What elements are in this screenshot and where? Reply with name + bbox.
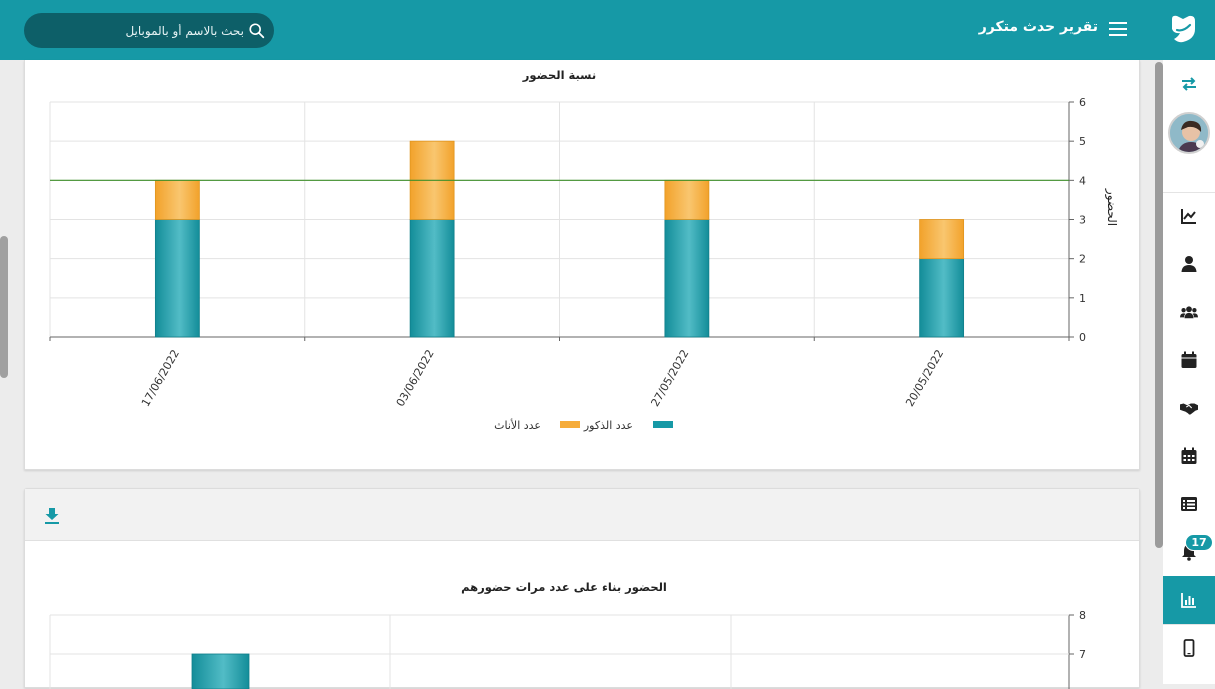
legend-label-male: عدد الذكور bbox=[583, 419, 633, 432]
y-tick-label: 1 bbox=[1079, 292, 1086, 305]
y-tick-label: 8 bbox=[1079, 609, 1086, 622]
y-axis-label: الحضور bbox=[1104, 188, 1119, 226]
attendance-frequency-card: الحضور بناء على عدد مرات حضورهم 8 7 bbox=[24, 488, 1140, 689]
search-input[interactable] bbox=[44, 23, 244, 38]
search-box[interactable] bbox=[24, 13, 274, 48]
search-icon bbox=[249, 22, 265, 38]
avatar-image bbox=[1170, 114, 1208, 152]
sidebar-divider bbox=[1163, 192, 1215, 193]
sidebar-item-list[interactable] bbox=[1163, 480, 1215, 528]
y-tick-label: 4 bbox=[1079, 174, 1086, 187]
sidebar-item-events[interactable] bbox=[1163, 336, 1215, 384]
app-logo-icon[interactable] bbox=[1168, 13, 1198, 45]
x-tick-label: 03/06/2022 bbox=[394, 347, 437, 408]
notification-badge: 17 bbox=[1185, 534, 1213, 551]
attendance-frequency-chart: الحضور بناء على عدد مرات حضورهم 8 7 bbox=[49, 580, 1086, 689]
attendance-chart: نسبة الحضور 0 1 2 3 4 5 6 17/06/2022 03/06/2022 27… bbox=[49, 68, 1119, 432]
list-icon bbox=[1181, 497, 1197, 511]
download-icon[interactable] bbox=[44, 507, 60, 525]
legend-swatch-female bbox=[560, 421, 580, 428]
top-bar: تقرير حدث متكرر bbox=[0, 0, 1215, 60]
sidebar-item-partners[interactable] bbox=[1163, 384, 1215, 432]
sidebar-divider bbox=[1163, 624, 1215, 625]
sidebar-item-reports[interactable] bbox=[1163, 576, 1215, 624]
attendance-chart-card: نسبة الحضور 0 1 2 3 4 5 6 17/06/2022 03/06/2022 27… bbox=[24, 60, 1140, 470]
sidebar-item-switch[interactable] bbox=[1163, 60, 1215, 108]
calendar-icon bbox=[1181, 351, 1197, 368]
bar-male bbox=[409, 219, 455, 338]
handshake-icon bbox=[1180, 403, 1198, 415]
sidebar-item-schedule[interactable] bbox=[1163, 432, 1215, 480]
x-tick-label: 27/05/2022 bbox=[649, 347, 692, 408]
menu-icon[interactable] bbox=[1109, 20, 1127, 38]
bar-male bbox=[664, 219, 710, 338]
y-tick-label: 7 bbox=[1079, 648, 1086, 661]
sidebar-item-mobile[interactable] bbox=[1163, 624, 1215, 672]
users-icon bbox=[1180, 306, 1198, 319]
avatar[interactable] bbox=[1168, 112, 1210, 154]
page-scrollbar[interactable] bbox=[0, 236, 8, 378]
x-tick-label: 20/05/2022 bbox=[903, 347, 946, 408]
bar-female bbox=[919, 219, 965, 260]
sidebar-item-statistics[interactable] bbox=[1163, 192, 1215, 240]
bar-female bbox=[154, 179, 200, 220]
y-tick-label: 0 bbox=[1079, 331, 1086, 344]
mobile-icon bbox=[1183, 639, 1195, 657]
chart-title: الحضور بناء على عدد مرات حضورهم bbox=[461, 580, 667, 595]
sidebar: 17 bbox=[1163, 60, 1215, 684]
page-title: تقرير حدث متكرر bbox=[978, 19, 1098, 35]
user-icon bbox=[1181, 256, 1197, 272]
chart-line-icon bbox=[1181, 209, 1196, 224]
card-header bbox=[25, 489, 1139, 541]
calendar-grid-icon bbox=[1181, 447, 1197, 464]
legend-label-female: عدد الأناث bbox=[494, 418, 541, 432]
x-tick-label: 17/06/2022 bbox=[139, 347, 182, 408]
y-tick-label: 3 bbox=[1079, 214, 1086, 227]
bar-chart-icon bbox=[1181, 593, 1196, 608]
bar-male bbox=[154, 219, 200, 338]
sidebar-item-members[interactable] bbox=[1163, 288, 1215, 336]
y-tick-label: 5 bbox=[1079, 135, 1086, 148]
bar-female bbox=[664, 179, 710, 220]
y-tick-label: 6 bbox=[1079, 96, 1086, 109]
chart-title: نسبة الحضور bbox=[522, 68, 596, 83]
y-tick-label: 2 bbox=[1079, 253, 1086, 266]
bar-male bbox=[919, 258, 965, 338]
bar bbox=[191, 653, 250, 689]
legend-swatch-male bbox=[653, 421, 673, 428]
switch-icon bbox=[1182, 77, 1196, 91]
content-scrollbar[interactable] bbox=[1155, 62, 1163, 548]
sidebar-item-profile[interactable] bbox=[1163, 240, 1215, 288]
